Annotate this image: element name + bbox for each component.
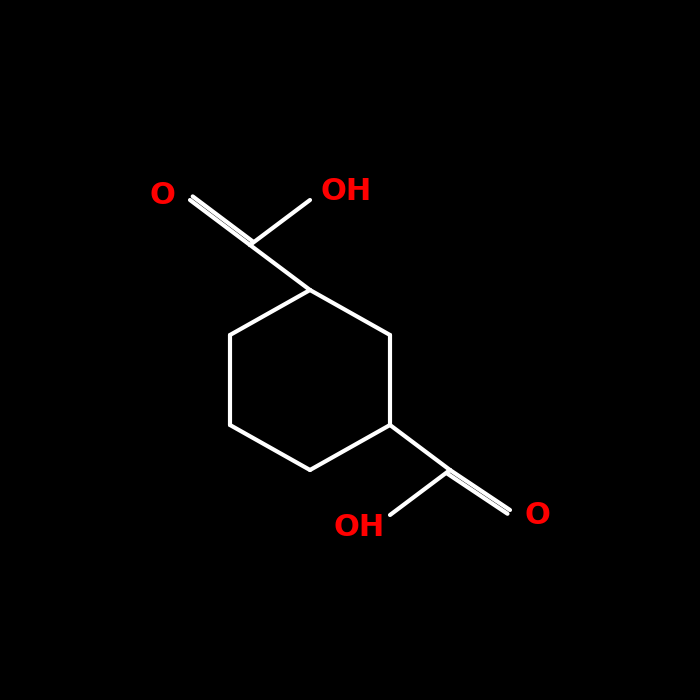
Text: OH: OH (334, 514, 385, 542)
Text: OH: OH (320, 178, 371, 206)
Text: O: O (149, 181, 175, 209)
Text: O: O (525, 500, 551, 529)
